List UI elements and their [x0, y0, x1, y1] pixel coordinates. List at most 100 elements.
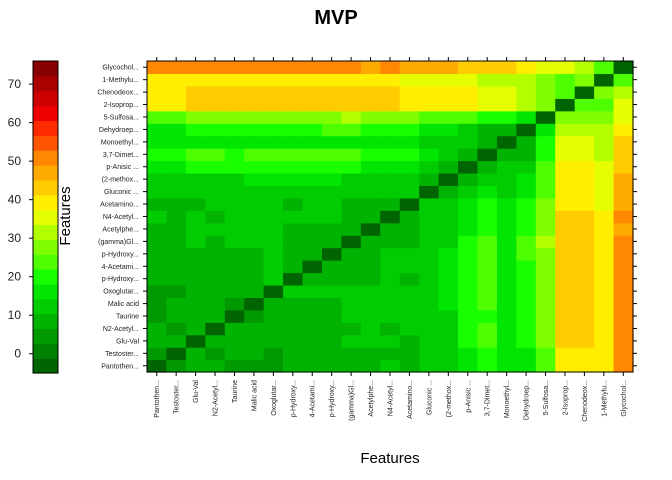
heatmap-cell-13-24	[613, 197, 634, 211]
heatmap-cell-22-13	[399, 85, 420, 99]
heatmap-cell-0-18	[496, 359, 517, 373]
heatmap-cell-24-24	[613, 61, 634, 75]
heatmap-cell-17-11	[360, 148, 381, 162]
heatmap-cell-0-11	[360, 359, 381, 373]
heatmap-cell-5-21	[555, 297, 576, 311]
heatmap-cell-11-0	[147, 222, 168, 236]
heatmap-cell-17-2	[185, 148, 206, 162]
heatmap-cell-6-12	[380, 284, 401, 298]
heatmap-cell-16-13	[399, 160, 420, 174]
heatmap-cell-20-0	[147, 110, 168, 124]
heatmap-cell-20-7	[283, 110, 304, 124]
heatmap-cell-9-12	[380, 247, 401, 261]
heatmap-cell-22-3	[205, 85, 226, 99]
heatmap-cell-7-10	[341, 272, 362, 286]
heatmap-cell-0-9	[321, 359, 342, 373]
heatmap-cell-4-24	[613, 309, 634, 323]
heatmap-cell-8-18	[496, 260, 517, 274]
heatmap-cell-20-15	[438, 110, 459, 124]
heatmap-cell-14-7	[283, 185, 304, 199]
heatmap-cell-24-15	[438, 61, 459, 75]
heatmap-cell-2-21	[555, 334, 576, 348]
heatmap-cell-16-3	[205, 160, 226, 174]
heatmap-cell-12-10	[341, 210, 362, 224]
heatmap-cell-17-12	[380, 148, 401, 162]
heatmap-cell-8-7	[283, 260, 304, 274]
heatmap-cell-23-3	[205, 73, 226, 87]
heatmap-cell-3-12	[380, 322, 401, 336]
heatmap-cell-17-8	[302, 148, 323, 162]
colorbar-swatch	[33, 90, 58, 107]
heatmap-cell-0-1	[166, 359, 187, 373]
heatmap-cell-1-21	[555, 347, 576, 361]
heatmap-cell-2-3	[205, 334, 226, 348]
heatmap-cell-1-2	[185, 347, 206, 361]
heatmap-cell-9-4	[224, 247, 245, 261]
heatmap-cell-11-14	[419, 222, 440, 236]
heatmap-cell-1-24	[613, 347, 634, 361]
heatmap-cell-14-6	[263, 185, 284, 199]
heatmap-cell-12-22	[574, 210, 595, 224]
heatmap-cell-4-9	[321, 309, 342, 323]
heatmap-cell-13-22	[574, 197, 595, 211]
heatmap-cell-23-0	[147, 73, 168, 87]
heatmap-cell-8-8	[302, 260, 323, 274]
heatmap-cell-24-5	[244, 61, 265, 75]
heatmap-cell-22-4	[224, 85, 245, 99]
heatmap-cell-21-9	[321, 98, 342, 112]
heatmap-cell-2-23	[594, 334, 615, 348]
colorbar-swatch	[33, 179, 58, 196]
x-tick-label: Gluconic ...	[426, 380, 433, 415]
heatmap-cell-7-6	[263, 272, 284, 286]
heatmap-cell-1-5	[244, 347, 265, 361]
heatmap-cell-21-23	[594, 98, 615, 112]
heatmap-cell-7-21	[555, 272, 576, 286]
heatmap-cell-3-5	[244, 322, 265, 336]
heatmap-cell-12-9	[321, 210, 342, 224]
heatmap-cell-20-2	[185, 110, 206, 124]
x-tick-label: Glycochol...	[621, 380, 628, 417]
heatmap-cell-9-6	[263, 247, 284, 261]
heatmap-cell-2-7	[283, 334, 304, 348]
heatmap-cell-24-12	[380, 61, 401, 75]
colorbar-swatch	[33, 298, 58, 315]
heatmap-cell-12-20	[535, 210, 556, 224]
heatmap-cell-10-13	[399, 235, 420, 249]
heatmap-cell-15-10	[341, 172, 362, 186]
heatmap-cell-18-20	[535, 135, 556, 149]
heatmap-cell-5-19	[516, 297, 537, 311]
heatmap-cell-19-21	[555, 123, 576, 137]
heatmap-cell-4-20	[535, 309, 556, 323]
heatmap-cell-6-24	[613, 284, 634, 298]
heatmap-cell-0-12	[380, 359, 401, 373]
heatmap-cell-15-4	[224, 172, 245, 186]
heatmap-cell-4-12	[380, 309, 401, 323]
heatmap-cell-6-3	[205, 284, 226, 298]
y-tick-label: Pantothen...	[101, 363, 139, 370]
heatmap-cell-4-19	[516, 309, 537, 323]
heatmap-cell-4-15	[438, 309, 459, 323]
heatmap-cell-10-22	[574, 235, 595, 249]
x-tick-label: (2-methox...	[446, 380, 453, 417]
heatmap-cell-21-11	[360, 98, 381, 112]
heatmap-cell-14-13	[399, 185, 420, 199]
x-tick-labels: Pantothen... Testoster... Glu-Val N2-Acetyl…	[154, 380, 628, 422]
heatmap-cell-3-1	[166, 322, 187, 336]
heatmap-cell-20-4	[224, 110, 245, 124]
heatmap-cell-23-19	[516, 73, 537, 87]
heatmap-cell-19-13	[399, 123, 420, 137]
heatmap-cell-3-18	[496, 322, 517, 336]
heatmap-cell-21-12	[380, 98, 401, 112]
heatmap-cell-18-2	[185, 135, 206, 149]
heatmap-cell-10-9	[321, 235, 342, 249]
heatmap-cell-16-18	[496, 160, 517, 174]
heatmap-cell-6-13	[399, 284, 420, 298]
heatmap-cell-19-24	[613, 123, 634, 137]
heatmap-cell-17-7	[283, 148, 304, 162]
heatmap-cell-19-11	[360, 123, 381, 137]
heatmap-cell-22-14	[419, 85, 440, 99]
heatmap-cell-18-24	[613, 135, 634, 149]
heatmap-cell-14-2	[185, 185, 206, 199]
colorbar-tick-label: 60	[8, 116, 22, 130]
heatmap-cell-12-0	[147, 210, 168, 224]
